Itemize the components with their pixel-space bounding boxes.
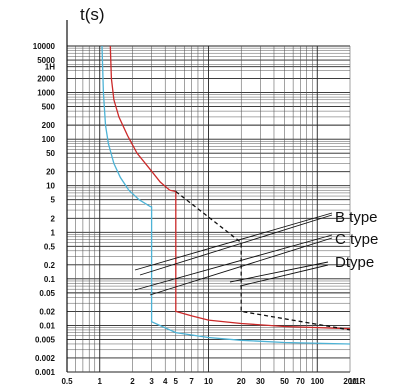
x-tick-label: 100: [311, 377, 325, 386]
y-tick-label: 1000: [37, 89, 55, 98]
legend-leader-line: [134, 212, 333, 271]
legend-label: B type: [335, 209, 378, 226]
x-tick-labels: 0.5 1 2 3 4 5 7 10 20 30 50 70 100 200: [61, 377, 357, 386]
x-tick-label: 50: [280, 377, 289, 386]
y-tick-label: 50: [46, 149, 55, 158]
y-axis-title: t(s): [80, 5, 105, 24]
y-tick-label: 0.005: [35, 335, 56, 344]
x-tick-label: 7: [189, 377, 194, 386]
y-tick-label: 0.05: [39, 289, 55, 298]
x-tick-label: 30: [256, 377, 265, 386]
y-tick-label: 0.5: [44, 242, 56, 251]
x-tick-label: 0.5: [61, 377, 73, 386]
y-tick-label: 2: [51, 214, 56, 223]
curve-c-type: [109, 45, 351, 330]
x-axis-title: 1/1R: [349, 377, 366, 386]
y-tick-label: 200: [42, 121, 56, 130]
y-tick-label: 0.1: [44, 275, 56, 284]
legend-leader-lines: [134, 212, 333, 296]
legend-label: C type: [335, 231, 378, 248]
legend-leader-line: [229, 261, 329, 283]
y-tick-label: 1H: [45, 63, 55, 72]
y-tick-label: 100: [42, 135, 56, 144]
y-tick-label: 5: [51, 196, 56, 205]
y-tick-label: 0.002: [35, 354, 56, 363]
y-tick-label: 1: [51, 228, 56, 237]
x-tick-label: 5: [174, 377, 179, 386]
y-tick-label: 5000: [37, 56, 55, 65]
x-tick-label: 2: [130, 377, 135, 386]
legend-leader-line: [134, 234, 333, 291]
y-tick-label: 20: [46, 168, 55, 177]
x-tick-label: 1: [98, 377, 103, 386]
x-tick-label: 4: [163, 377, 168, 386]
legend: B type C type Dtype: [335, 209, 378, 271]
legend-leader-line: [139, 214, 333, 276]
legend-leader-line: [149, 237, 333, 296]
curves: [101, 45, 351, 345]
x-tick-label: 20: [237, 377, 246, 386]
y-tick-label: 0.01: [39, 321, 55, 330]
x-tick-label: 200: [343, 377, 357, 386]
y-tick-label: 10: [46, 182, 55, 191]
y-tick-label: 500: [42, 103, 56, 112]
y-tick-label: 0.2: [44, 261, 56, 270]
y-tick-label: 0.02: [39, 307, 55, 316]
x-tick-label: 10: [204, 377, 213, 386]
legend-leader-line: [239, 264, 329, 287]
y-tick-label: 2000: [37, 75, 55, 84]
y-tick-label: 0.001: [35, 368, 56, 377]
curve-dtype: [175, 190, 351, 331]
x-tick-label: 70: [296, 377, 305, 386]
legend-label: Dtype: [335, 254, 374, 271]
y-tick-label: 10000: [33, 42, 56, 51]
curve-b-type: [101, 45, 351, 345]
x-tick-label: 3: [149, 377, 154, 386]
